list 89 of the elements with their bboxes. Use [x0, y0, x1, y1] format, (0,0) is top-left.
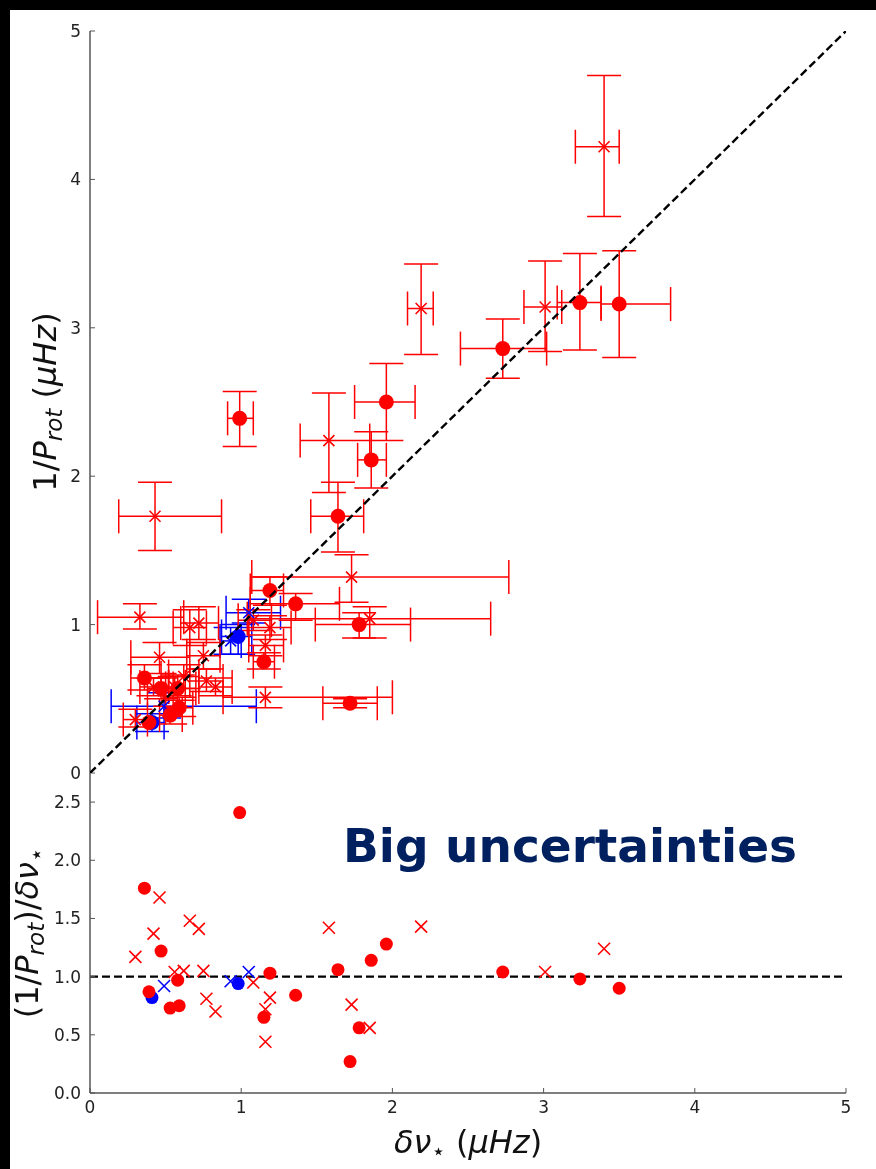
point [192, 616, 206, 630]
point [538, 300, 552, 314]
point [129, 713, 142, 726]
point [322, 920, 336, 935]
y-tick-label: 2 [70, 466, 81, 487]
point [351, 617, 367, 633]
point [183, 621, 197, 634]
point [344, 997, 359, 1012]
y-tick-label: 4 [70, 169, 81, 190]
y-tick-label: 2.0 [53, 850, 81, 871]
point [342, 695, 358, 711]
y-tick-label: 1 [70, 614, 81, 635]
point [148, 509, 162, 523]
point [208, 1004, 223, 1019]
point [343, 1055, 357, 1069]
point [322, 434, 336, 447]
point [231, 977, 245, 991]
point [330, 508, 346, 524]
point [157, 979, 171, 993]
point [246, 975, 261, 990]
point [352, 1021, 366, 1035]
point [224, 634, 237, 648]
x-tick-label: 2 [386, 1097, 398, 1118]
point [263, 621, 277, 634]
y-tick-label: 1.5 [53, 908, 81, 929]
point [259, 691, 272, 704]
point [611, 296, 627, 312]
point [364, 953, 378, 967]
point [572, 295, 588, 311]
point [331, 963, 345, 977]
x-tick-label: 5 [840, 1097, 852, 1118]
point [233, 806, 247, 820]
point [258, 1035, 273, 1049]
y-tick-label: 0.5 [53, 1024, 81, 1045]
point [136, 670, 152, 686]
point [345, 570, 358, 584]
point [146, 926, 161, 941]
point [153, 650, 166, 664]
point [152, 890, 167, 905]
y-tick-label: 5 [70, 21, 81, 42]
point [573, 972, 587, 986]
point [538, 965, 552, 979]
point [597, 941, 611, 956]
point [378, 394, 394, 410]
y-tick-label: 0 [70, 763, 81, 784]
point [197, 649, 210, 663]
point [257, 1010, 271, 1024]
point [496, 965, 510, 979]
annotation: Big uncertainties [343, 818, 797, 873]
point [196, 964, 211, 978]
point [263, 966, 277, 980]
y-tick-label: 3 [70, 317, 81, 338]
point [288, 596, 304, 612]
point [192, 922, 206, 936]
point [182, 913, 197, 928]
x-tick-label: 1 [235, 1097, 247, 1118]
point [232, 410, 248, 426]
point [168, 680, 181, 694]
point [263, 990, 277, 1005]
point [172, 999, 186, 1013]
point [133, 610, 147, 624]
y-tick-label: 0.0 [53, 1083, 81, 1104]
point [258, 1002, 273, 1017]
point [362, 1021, 377, 1035]
point [171, 700, 187, 716]
x-axis-title: δν$_{⋆}$ (μHz) [393, 1123, 543, 1164]
point [363, 452, 379, 468]
point [495, 341, 511, 357]
x-tick-label: 0 [84, 1097, 96, 1118]
point [242, 606, 256, 620]
point [154, 944, 168, 958]
point [128, 950, 143, 964]
point [137, 881, 151, 895]
x-tick-label: 4 [689, 1097, 701, 1118]
point [142, 985, 156, 999]
point [414, 302, 428, 315]
point [247, 613, 260, 627]
point [612, 981, 626, 995]
point [223, 974, 238, 989]
y-tick-label: 1.0 [53, 966, 81, 987]
x-tick-label: 3 [538, 1097, 550, 1118]
point [241, 965, 256, 979]
y-tick-label: 2.5 [53, 792, 81, 813]
point [199, 991, 214, 1006]
point [289, 988, 303, 1002]
point [379, 937, 393, 951]
point [414, 919, 428, 934]
point [157, 699, 171, 713]
point [597, 140, 611, 154]
